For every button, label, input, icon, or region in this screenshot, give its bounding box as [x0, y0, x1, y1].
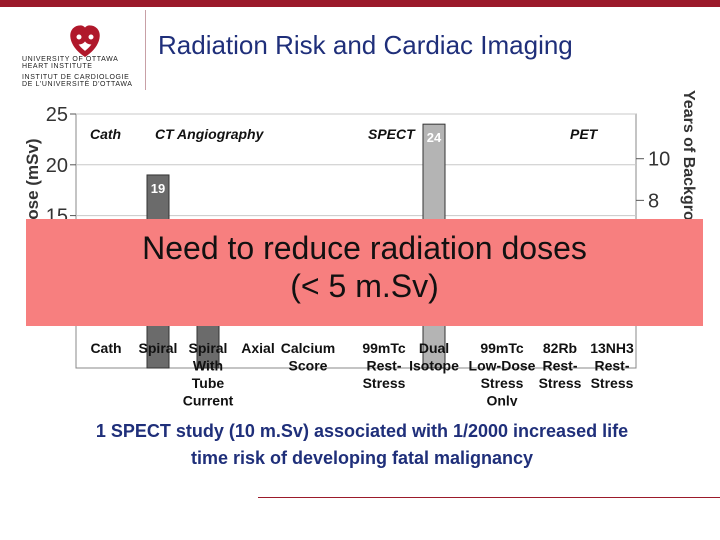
- category-label: 13NH3: [590, 340, 634, 356]
- category-label: Dual: [419, 340, 449, 356]
- category-label: Stress: [591, 375, 634, 391]
- callout-banner: Need to reduce radiation doses (< 5 m.Sv…: [26, 219, 703, 326]
- category-label: Stress: [481, 375, 524, 391]
- group-label: CT Angiography: [155, 126, 265, 142]
- category-label: 82Rb: [543, 340, 577, 356]
- bottom-divider: [258, 497, 720, 498]
- y2-axis-label: Years of Background: [680, 90, 697, 250]
- bar-value-label: 19: [151, 181, 165, 196]
- category-label: 99mTc: [362, 340, 406, 356]
- y2-tick-label: 8: [648, 190, 659, 212]
- category-label: With: [193, 358, 223, 374]
- university-logo-icon: [70, 25, 100, 58]
- category-label: Isotope: [409, 358, 459, 374]
- y2-tick-label: 10: [648, 149, 670, 171]
- category-label: Current: [183, 393, 234, 407]
- org-name-line-1: UNIVERSITY OF OTTAWA: [22, 56, 119, 63]
- top-accent-bar: [0, 0, 720, 7]
- y-tick-label: 25: [46, 104, 68, 126]
- group-label: Cath: [90, 126, 121, 142]
- category-label: Spiral: [139, 340, 178, 356]
- org-name-line-2: HEART INSTITUTE: [22, 63, 93, 70]
- category-label: Only: [486, 393, 517, 407]
- category-label: 99mTc: [480, 340, 524, 356]
- category-label: Calcium: [281, 340, 335, 356]
- radiation-dose-chart: 1520256810Dose (mSv)Years of BackgroundC…: [23, 90, 697, 407]
- category-label: Tube: [192, 375, 225, 391]
- y-axis-label: Dose (mSv): [23, 138, 42, 232]
- category-label: Low-Dose: [469, 358, 536, 374]
- category-label: Stress: [363, 375, 406, 391]
- category-label: Axial: [241, 340, 274, 356]
- group-label: SPECT: [368, 126, 416, 142]
- bar-value-label: 24: [427, 130, 442, 145]
- category-label: Rest-: [542, 358, 577, 374]
- group-label: PET: [570, 126, 599, 142]
- caption-line-1: 1 SPECT study (10 m.Sv) associated with …: [95, 421, 629, 441]
- category-label: Cath: [90, 340, 121, 356]
- org-name-line-4: DE L'UNIVERSITÉ D'OTTAWA: [22, 81, 133, 88]
- category-label: Stress: [539, 375, 582, 391]
- category-label: Spiral: [189, 340, 228, 356]
- slide-title: Radiation Risk and Cardiac Imaging: [158, 30, 573, 60]
- y-tick-label: 20: [46, 155, 68, 177]
- callout-line-2: (< 5 m.Sv): [290, 268, 439, 304]
- caption-line-2: time risk of developing fatal malignancy: [190, 448, 534, 468]
- callout-line-1: Need to reduce radiation doses: [142, 230, 587, 266]
- category-label: Rest-: [366, 358, 401, 374]
- org-name-line-3: INSTITUT DE CARDIOLOGIE: [22, 74, 130, 81]
- category-label: Rest-: [594, 358, 629, 374]
- category-label: Score: [289, 358, 328, 374]
- logo-divider: [145, 10, 146, 90]
- caption: 1 SPECT study (10 m.Sv) associated with …: [20, 418, 704, 472]
